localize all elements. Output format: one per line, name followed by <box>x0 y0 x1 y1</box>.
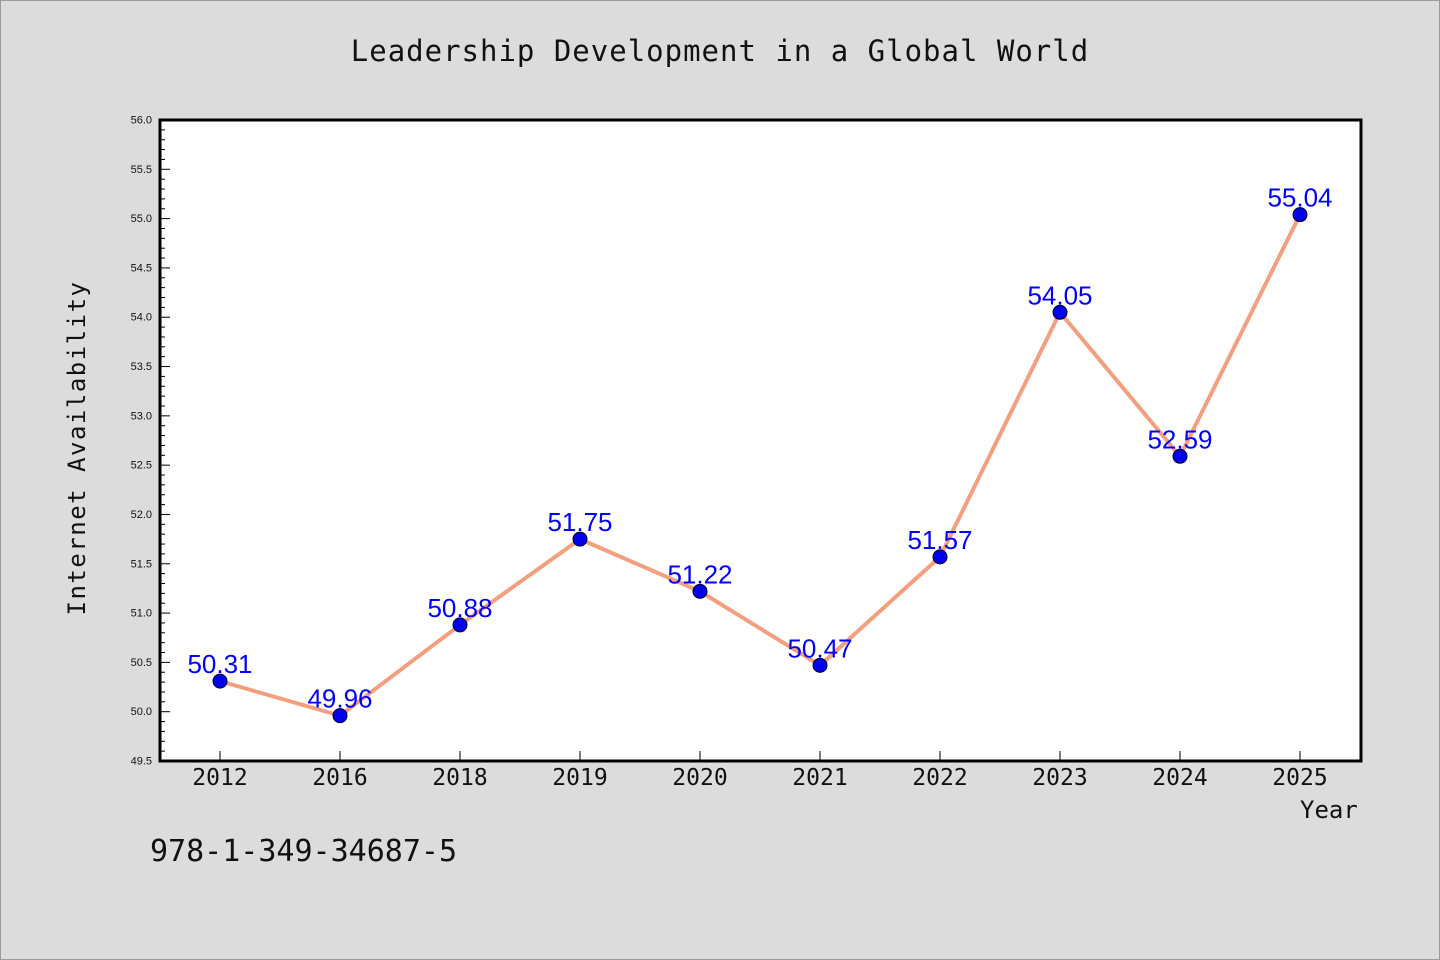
data-point <box>932 549 948 565</box>
x-tick-label: 2024 <box>1152 765 1207 791</box>
x-tick-label: 2025 <box>1272 765 1327 791</box>
data-label: 50.31 <box>187 649 252 679</box>
data-point <box>572 531 588 547</box>
plot-area <box>160 120 1361 761</box>
y-tick-label: 53.5 <box>131 361 152 373</box>
x-tick-label: 2020 <box>672 765 727 791</box>
data-label: 49.96 <box>307 684 372 714</box>
data-label: 51.57 <box>907 525 972 555</box>
x-tick-label: 2021 <box>792 765 847 791</box>
data-point <box>812 657 828 673</box>
data-label: 52.59 <box>1147 424 1212 454</box>
y-tick-label: 50.0 <box>131 706 152 718</box>
y-tick-label: 53.0 <box>131 410 152 422</box>
data-label: 51.75 <box>547 507 612 537</box>
x-axis-label: Year <box>1300 796 1358 824</box>
x-tick-label: 2018 <box>432 765 487 791</box>
data-point <box>692 583 708 599</box>
y-tick-label: 49.5 <box>131 756 152 768</box>
y-tick-label: 54.5 <box>131 262 152 274</box>
data-label: 55.04 <box>1267 183 1332 213</box>
data-point <box>212 673 228 689</box>
y-tick-label: 55.0 <box>131 213 152 225</box>
isbn-text: 978-1-349-34687-5 <box>150 834 458 869</box>
y-tick-label: 52.5 <box>131 460 152 472</box>
y-tick-label: 51.5 <box>131 558 152 570</box>
data-label: 50.47 <box>787 633 852 663</box>
x-tick-label: 2016 <box>312 765 367 791</box>
data-label: 51.22 <box>667 559 732 589</box>
data-point <box>1052 304 1068 320</box>
y-tick-label: 55.5 <box>131 164 152 176</box>
y-tick-label: 56.0 <box>131 115 152 127</box>
data-label: 50.88 <box>427 593 492 623</box>
data-point <box>1292 207 1308 223</box>
x-tick-label: 2019 <box>552 765 607 791</box>
plot-border <box>158 118 1363 763</box>
data-point <box>452 617 468 633</box>
data-label: 54.05 <box>1027 280 1092 310</box>
y-tick-label: 50.5 <box>131 657 152 669</box>
y-tick-label: 52.0 <box>131 509 152 521</box>
x-tick-label: 2012 <box>192 765 247 791</box>
data-point <box>1172 448 1188 464</box>
y-tick-label: 51.0 <box>131 608 152 620</box>
data-point <box>332 708 348 724</box>
chart-title: Leadership Development in a Global World <box>350 34 1090 68</box>
y-tick-label: 54.0 <box>131 312 152 324</box>
x-tick-label: 2022 <box>912 765 967 791</box>
x-tick-label: 2023 <box>1032 765 1087 791</box>
series-line <box>218 212 1302 718</box>
